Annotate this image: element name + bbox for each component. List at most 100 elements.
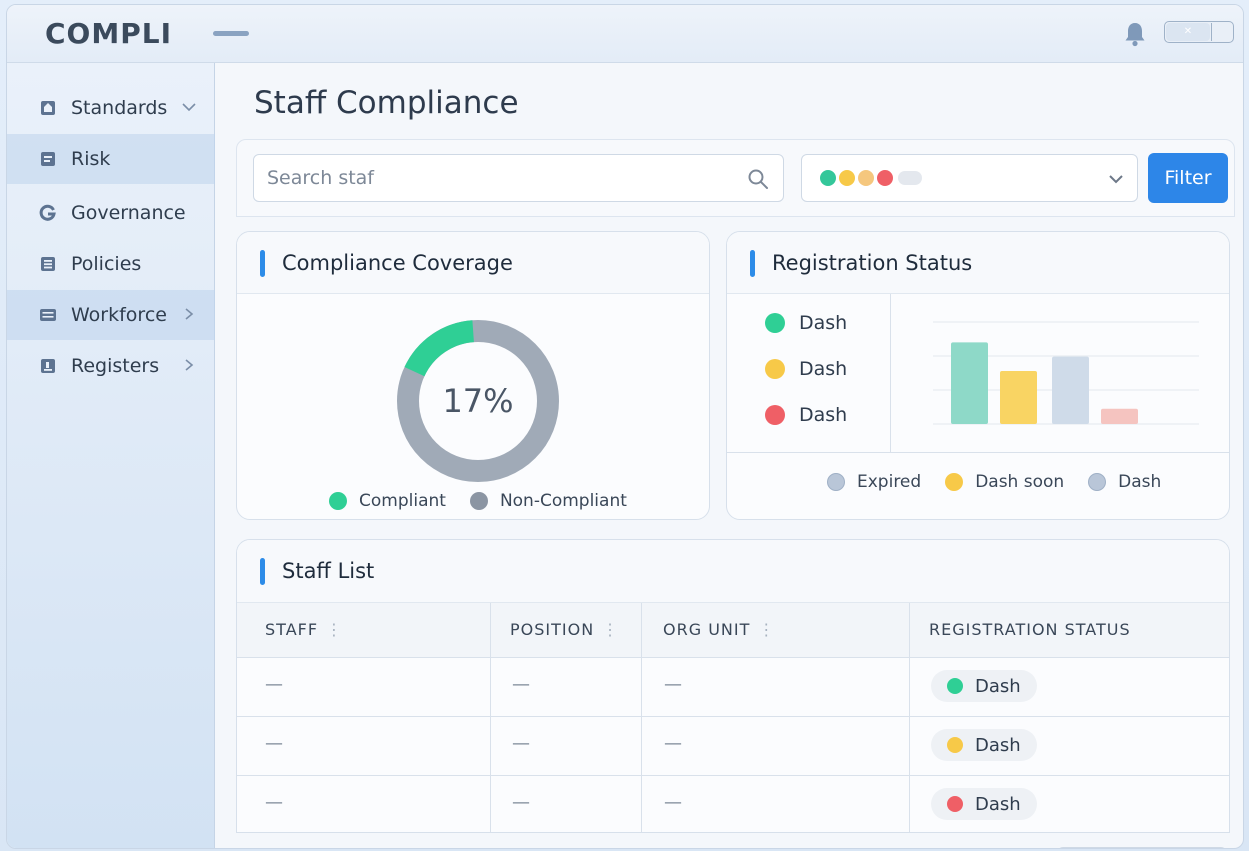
dash-legend-label: Dash (1118, 472, 1162, 492)
app-window: COMPLI ✕ Standards Risk Governance Policies… (6, 4, 1244, 849)
sidebar-item-registers[interactable]: Registers (7, 341, 215, 391)
registers-icon (41, 359, 55, 373)
position-cell: — (512, 674, 530, 695)
sidebar-item-label: Standards (71, 97, 168, 119)
non-compliant-legend-label: Non-Compliant (499, 491, 627, 511)
status-list-item: Dash (765, 404, 847, 426)
status-label: Dash (975, 734, 1021, 756)
policies-icon (41, 257, 55, 271)
status-dots (820, 170, 922, 186)
compliant-legend-dot (329, 492, 347, 510)
bar-2 (1000, 370, 1037, 424)
status-color-dot (877, 170, 893, 186)
status-dot (947, 678, 963, 694)
position-cell: — (512, 733, 530, 754)
card-accent (260, 250, 265, 277)
coverage-percent-label: 17% (442, 382, 513, 420)
sidebar-item-standards[interactable]: Standards (7, 83, 215, 133)
status-color-dot (839, 170, 855, 186)
top-header: COMPLI ✕ (7, 5, 1243, 63)
staff-cell: — (265, 792, 283, 813)
card-header: Registration Status (727, 232, 1229, 294)
org-unit-cell: — (664, 674, 682, 695)
chevron-right-icon[interactable] (181, 306, 197, 322)
page-title: Staff Compliance (254, 85, 519, 121)
status-color-dot (820, 170, 836, 186)
sidebar-item-label: Workforce (71, 304, 167, 326)
filter-button[interactable]: Filter (1148, 153, 1228, 203)
sidebar-item-label: Risk (71, 148, 111, 170)
row-divider (237, 716, 1229, 717)
close-icon[interactable]: ✕ (1166, 23, 1210, 41)
sidebar-item-governance[interactable]: Governance (7, 188, 215, 238)
filter-toolbar: Filter (236, 139, 1235, 217)
status-dot (947, 796, 963, 812)
status-list-item: Dash (765, 312, 847, 334)
coverage-donut-chart: 17% (397, 320, 559, 482)
status-label: Dash (975, 793, 1021, 815)
search-icon[interactable] (747, 168, 769, 190)
pagination[interactable] (1057, 847, 1227, 848)
compliance-coverage-card: Compliance Coverage 17% Compliant Non-Co… (236, 231, 710, 520)
org-unit-cell: — (664, 733, 682, 754)
sidebar-item-label: Registers (71, 355, 160, 377)
status-dot (947, 737, 963, 753)
column-header-position[interactable]: POSITION ⋮ (510, 620, 620, 639)
dash-legend-dot (1088, 473, 1107, 491)
donut-slice-compliant (397, 320, 559, 482)
staff-cell: — (265, 674, 283, 695)
sidebar-item-policies[interactable]: Policies (7, 239, 215, 289)
row-divider (237, 775, 1229, 776)
status-badge: Dash (931, 729, 1037, 761)
search-input[interactable] (254, 155, 734, 201)
risk-icon (41, 152, 55, 166)
status-badge: Dash (931, 670, 1037, 702)
window-control[interactable]: ✕ (1164, 21, 1234, 43)
registration-legend: Expired Dash soon Dash (827, 472, 1161, 492)
sidebar: Standards Risk Governance Policies Workforce… (7, 63, 215, 848)
window-control-right[interactable] (1211, 23, 1232, 41)
search-box[interactable] (253, 154, 784, 202)
sidebar-item-workforce[interactable]: Workforce (7, 290, 215, 340)
column-header-registration-status[interactable]: REGISTRATION STATUS (929, 620, 1131, 639)
chevron-down-icon[interactable] (181, 99, 197, 115)
non-compliant-legend-dot (469, 492, 488, 510)
bar-4 (1101, 408, 1138, 424)
row-divider (237, 657, 1229, 658)
governance-icon (39, 204, 56, 221)
column-divider (490, 603, 491, 832)
coverage-legend: Compliant Non-Compliant (329, 491, 627, 511)
bell-icon[interactable] (1123, 21, 1147, 47)
registration-status-card: Registration Status Dash Dash Dash Expir… (726, 231, 1230, 520)
status-list-item: Dash (765, 358, 847, 380)
card-title: Compliance Coverage (282, 251, 513, 275)
column-header-staff[interactable]: STAFF ⋮ (265, 620, 344, 639)
workforce-icon (40, 309, 56, 321)
status-color-pill (898, 171, 922, 185)
card-accent (260, 558, 265, 585)
staff-cell: — (265, 733, 283, 754)
status-label: Dash (975, 675, 1021, 697)
column-divider (909, 603, 910, 832)
divider (890, 294, 891, 452)
card-title: Staff List (282, 559, 375, 583)
chevron-down-icon[interactable] (1107, 170, 1125, 188)
bar-3 (1052, 356, 1089, 424)
column-header-org-unit[interactable]: ORG UNIT ⋮ (663, 620, 776, 639)
status-badge: Dash (931, 788, 1037, 820)
status-select[interactable] (801, 154, 1138, 202)
card-title: Registration Status (772, 251, 973, 275)
bar-1 (951, 342, 988, 424)
card-header: Compliance Coverage (237, 232, 709, 294)
org-unit-cell: — (664, 792, 682, 813)
sidebar-item-risk[interactable]: Risk (7, 134, 215, 184)
menu-icon[interactable] (213, 31, 249, 36)
chevron-right-icon[interactable] (181, 357, 197, 373)
registration-bar-chart (933, 321, 1199, 425)
status-color-dot (858, 170, 874, 186)
app-logo: COMPLI (45, 17, 172, 50)
sidebar-item-label: Governance (71, 202, 186, 224)
status-dot (765, 313, 785, 333)
dash-soon-legend-dot (945, 473, 964, 491)
expired-legend-dot (827, 473, 845, 491)
